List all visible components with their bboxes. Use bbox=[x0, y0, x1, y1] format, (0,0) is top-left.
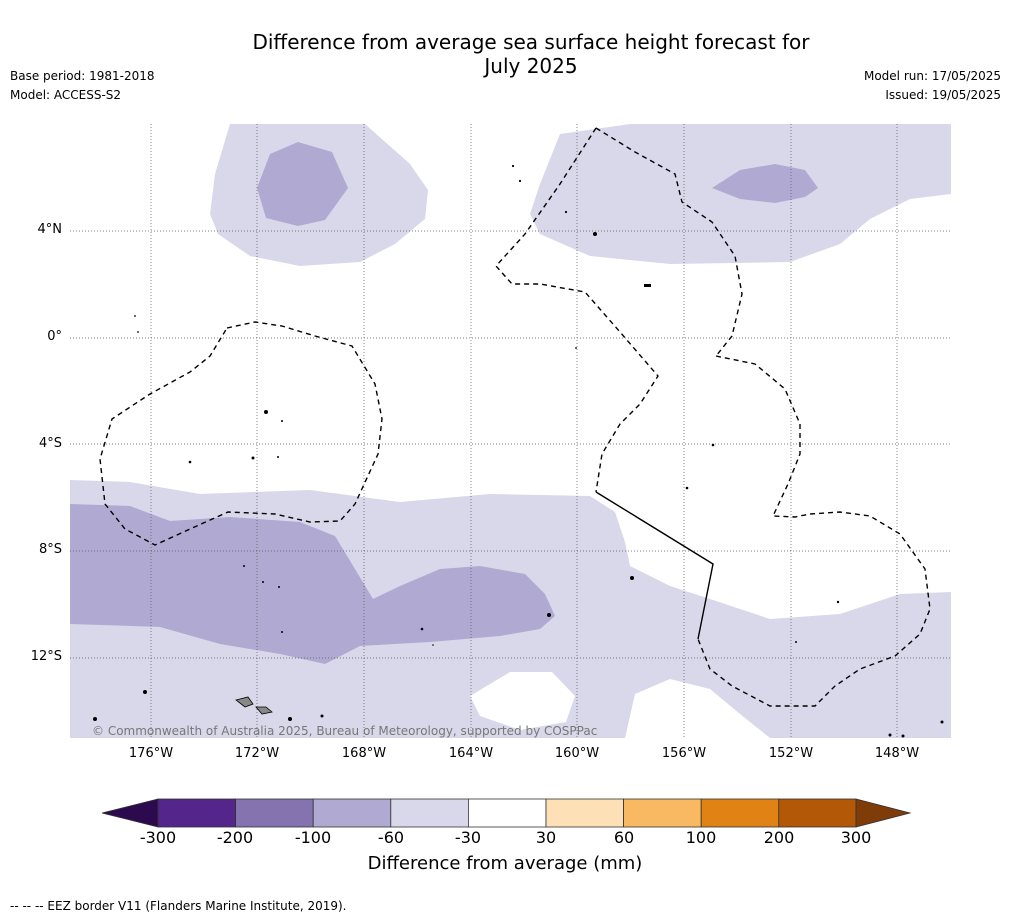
map-title: Difference from average sea surface heig… bbox=[200, 30, 862, 78]
meta-right: Model run: 17/05/2025 Issued: 19/05/2025 bbox=[864, 67, 1001, 105]
title-line-2: July 2025 bbox=[484, 54, 578, 78]
issued-date: Issued: 19/05/2025 bbox=[885, 88, 1001, 102]
colorbar-tick: 300 bbox=[840, 828, 872, 847]
islands bbox=[93, 164, 944, 738]
colorbar-extend-low bbox=[101, 798, 159, 828]
anomaly-light-regions bbox=[70, 124, 951, 738]
colorbar-extend-high bbox=[855, 798, 912, 828]
samoa-islands bbox=[235, 696, 273, 715]
colorbar-segment bbox=[235, 798, 314, 828]
colorbar-segment bbox=[623, 798, 702, 828]
lon-label: 172°W bbox=[234, 746, 280, 761]
meta-left: Base period: 1981-2018 Model: ACCESS-S2 bbox=[10, 67, 155, 105]
lon-label: 160°W bbox=[554, 746, 600, 761]
colorbar-tick: -60 bbox=[377, 828, 405, 847]
anomaly-north-left-medium bbox=[257, 142, 348, 226]
colorbar-segment bbox=[390, 798, 469, 828]
lat-label: 4°N bbox=[37, 222, 63, 237]
graticule bbox=[70, 124, 951, 738]
colorbar-segment bbox=[467, 798, 547, 828]
eez-border-west bbox=[99, 321, 383, 546]
lat-label: 0° bbox=[47, 329, 62, 344]
eez-border-south-east bbox=[697, 355, 931, 707]
colorbar-tick: -200 bbox=[216, 828, 254, 847]
neutral-patch bbox=[470, 672, 575, 730]
copyright-notice: © Commonwealth of Australia 2025, Bureau… bbox=[92, 724, 598, 738]
anomaly-medium-regions bbox=[70, 142, 818, 664]
colorbar bbox=[101, 798, 912, 828]
colorbar-segment bbox=[312, 798, 392, 828]
anomaly-neutral-regions bbox=[470, 672, 770, 738]
lon-label: 152°W bbox=[768, 746, 814, 761]
lon-label: 156°W bbox=[661, 746, 707, 761]
anomaly-south-medium bbox=[70, 504, 555, 664]
lat-label: 12°S bbox=[30, 649, 62, 664]
colorbar-tick: 60 bbox=[613, 828, 635, 847]
neutral-patch-south bbox=[625, 679, 770, 738]
lat-label: 4°S bbox=[38, 436, 62, 451]
colorbar-segment bbox=[700, 798, 780, 828]
colorbar-segment bbox=[778, 798, 857, 828]
model-name: Model: ACCESS-S2 bbox=[10, 88, 122, 102]
lon-label: 176°W bbox=[128, 746, 174, 761]
title-line-1: Difference from average sea surface heig… bbox=[252, 30, 810, 54]
eez-border-central bbox=[495, 127, 659, 493]
colorbar-tick: 30 bbox=[535, 828, 557, 847]
colorbar-segment bbox=[545, 798, 624, 828]
eez-footnote: -- -- -- EEZ border V11 (Flanders Marine… bbox=[10, 899, 347, 913]
model-run: Model run: 17/05/2025 bbox=[863, 69, 1001, 83]
colorbar-tick: 100 bbox=[685, 828, 717, 847]
colorbar-label: Difference from average (mm) bbox=[367, 853, 643, 874]
lon-label: 148°W bbox=[874, 746, 920, 761]
base-period: Base period: 1981-2018 bbox=[10, 69, 155, 83]
eez-border-north bbox=[595, 127, 743, 357]
map-panel bbox=[70, 124, 951, 738]
lon-label: 168°W bbox=[341, 746, 387, 761]
eez-borders bbox=[99, 127, 931, 707]
anomaly-north-right-medium bbox=[712, 164, 818, 203]
colorbar-tick: -100 bbox=[294, 828, 332, 847]
colorbar-segment bbox=[157, 798, 236, 828]
colorbar-tick: -30 bbox=[454, 828, 482, 847]
lon-label: 164°W bbox=[448, 746, 494, 761]
colorbar-tick: -300 bbox=[139, 828, 177, 847]
colorbar-tick: 200 bbox=[763, 828, 795, 847]
lat-label: 8°S bbox=[38, 542, 62, 557]
eez-border-solid bbox=[595, 491, 714, 640]
map-svg bbox=[70, 124, 951, 738]
